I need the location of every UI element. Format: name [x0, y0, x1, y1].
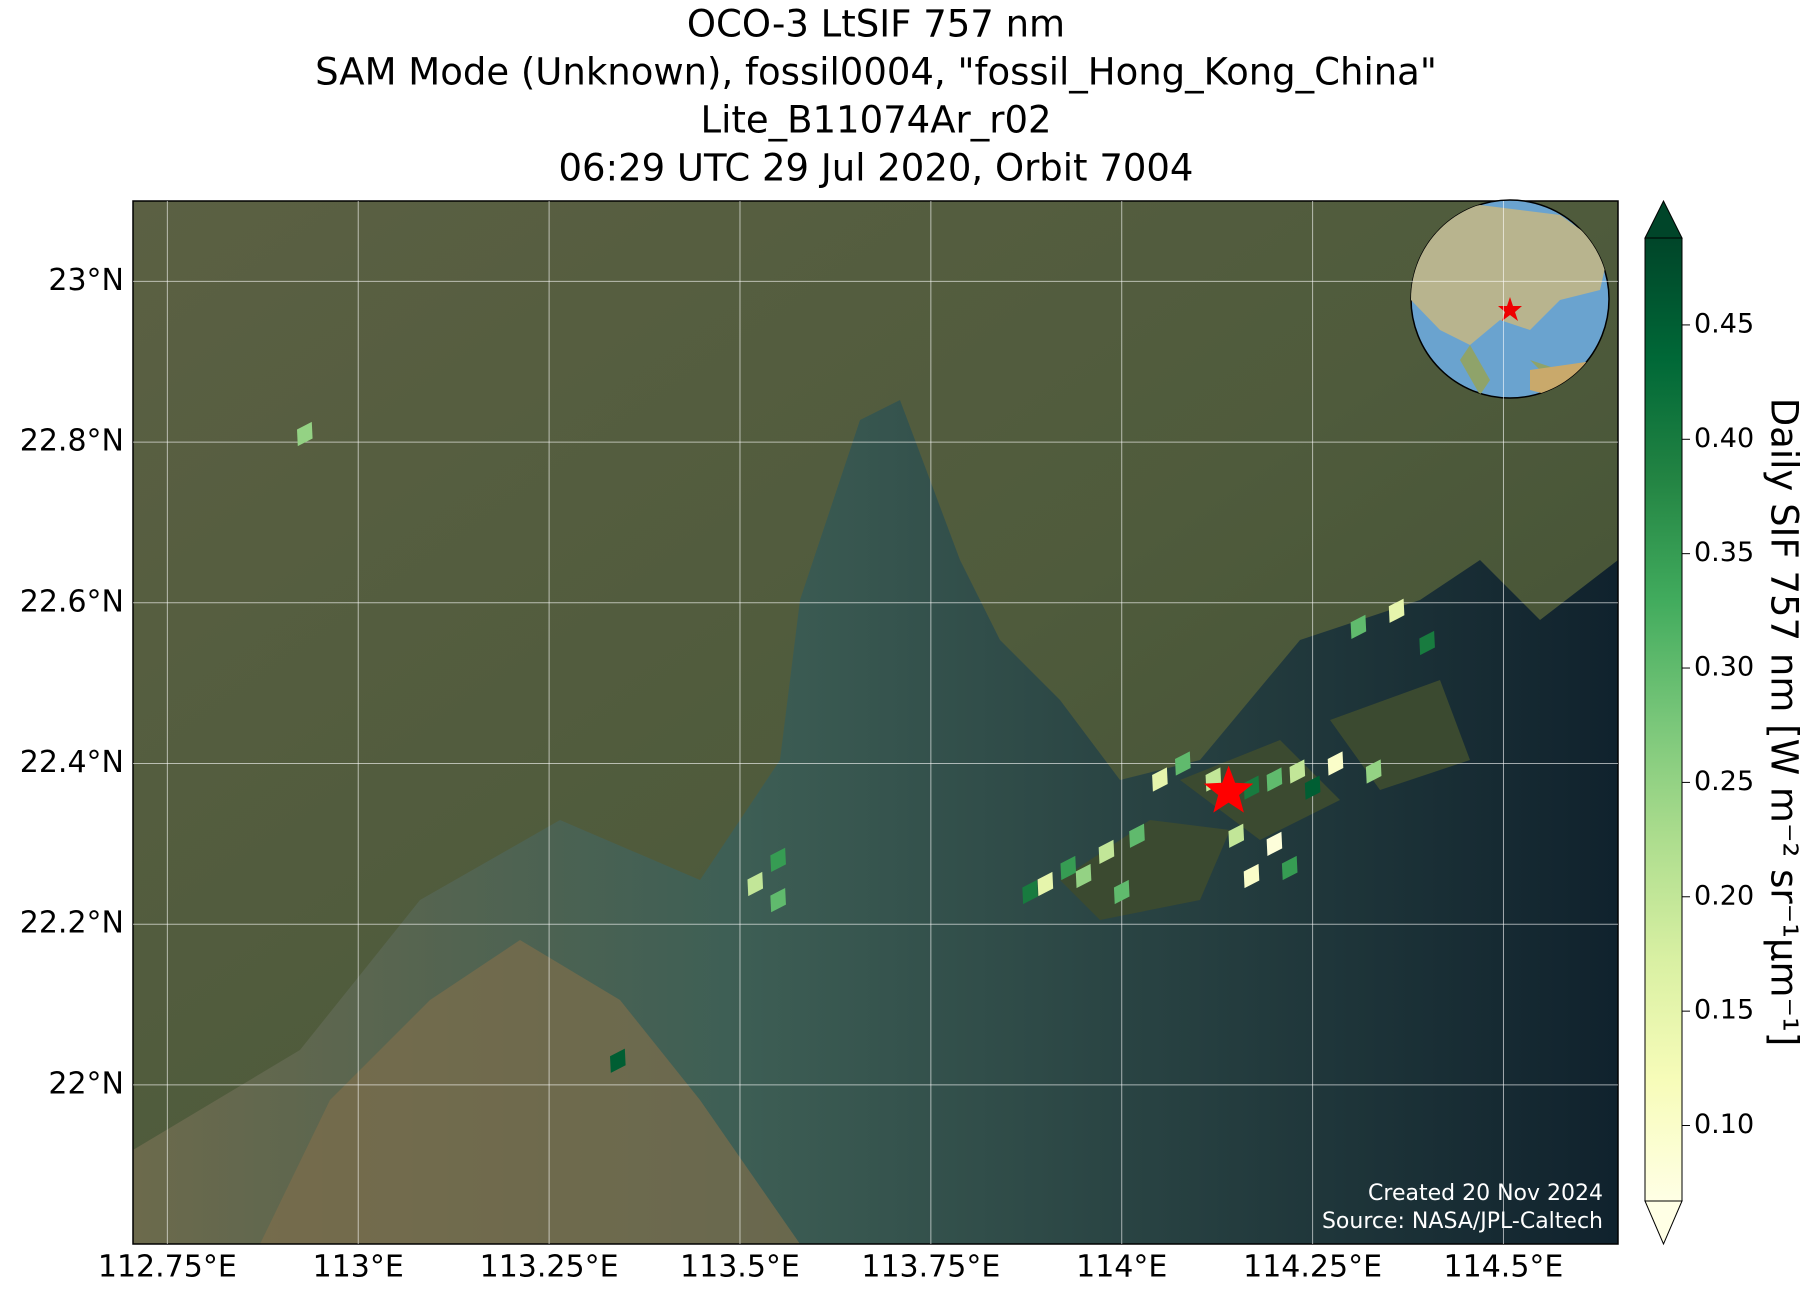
y-tick-label: 22°N [48, 1066, 124, 1101]
y-tick-label: 22.4°N [20, 745, 124, 780]
sounding [1388, 598, 1405, 623]
colorbar-frame [1644, 237, 1683, 1202]
colorbar-tick-label: 0.40 [1694, 423, 1754, 454]
x-tick-label: 113.5°E [680, 1250, 800, 1285]
sounding [296, 421, 313, 447]
sounding [1327, 751, 1344, 776]
colorbar-extend-min [1644, 1200, 1683, 1246]
sounding [1037, 871, 1054, 897]
y-tick-label: 22.2°N [20, 906, 124, 941]
inset-globe [1410, 199, 1610, 399]
credit-created: Created 20 Nov 2024 [1368, 1181, 1603, 1206]
x-tick-label: 113.75°E [861, 1250, 1000, 1285]
sounding [1365, 759, 1382, 784]
sounding [770, 847, 786, 873]
sounding [770, 887, 786, 913]
colorbar-label: Daily SIF 757 nm [W m⁻² sr⁻¹μm⁻¹] [1763, 398, 1806, 1047]
colorbar-tick-label: 0.15 [1694, 995, 1754, 1026]
credit-source: Source: NASA/JPL-Caltech [1322, 1209, 1603, 1234]
sounding [1266, 767, 1283, 792]
colorbar [1645, 238, 1682, 1201]
x-tick-label: 114.5°E [1444, 1250, 1564, 1285]
sounding [1419, 630, 1435, 656]
x-tick-label: 112.75°E [98, 1250, 237, 1285]
colorbar-extend-max [1644, 199, 1683, 239]
sounding [1228, 823, 1245, 848]
chart-title: SAM Mode (Unknown), fossil0004, "fossil_… [315, 51, 1437, 94]
map-frame [132, 200, 1619, 1245]
x-tick-label: 113.25°E [480, 1250, 619, 1285]
colorbar-tick-label: 0.30 [1694, 652, 1754, 683]
sounding [1304, 775, 1321, 800]
sounding [1098, 839, 1115, 864]
sounding [1281, 855, 1298, 881]
basemap [133, 201, 1618, 1244]
sounding [1113, 879, 1130, 905]
inset-marker [1498, 297, 1522, 321]
sounding [1022, 879, 1038, 905]
sounding [1243, 775, 1260, 800]
y-tick-label: 22.8°N [20, 424, 124, 459]
colorbar-tick-label: 0.25 [1694, 766, 1754, 797]
sounding [747, 871, 764, 897]
chart-title: 06:29 UTC 29 Jul 2020, Orbit 7004 [559, 147, 1194, 190]
sounding [1060, 855, 1077, 881]
sounding [1129, 823, 1145, 848]
y-tick-label: 23°N [48, 263, 124, 298]
sounding [1175, 751, 1191, 776]
colorbar-tick-label: 0.20 [1694, 880, 1754, 911]
x-tick-label: 114°E [1076, 1250, 1167, 1285]
sounding [1152, 767, 1168, 792]
colorbar-tick-label: 0.10 [1694, 1109, 1754, 1140]
x-tick-label: 113°E [313, 1250, 404, 1285]
sounding [1350, 614, 1367, 640]
sounding [1289, 759, 1306, 784]
sounding [1266, 831, 1283, 856]
x-tick-label: 114.25°E [1243, 1250, 1382, 1285]
chart-title: Lite_B11074Ar_r02 [700, 99, 1051, 142]
chart-title: OCO-3 LtSIF 757 nm [687, 3, 1065, 46]
sounding [610, 1048, 626, 1073]
sounding [1243, 863, 1260, 889]
sounding [1075, 863, 1092, 889]
target-marker [1203, 765, 1254, 813]
y-tick-label: 22.6°N [20, 584, 124, 619]
colorbar-tick-label: 0.45 [1694, 308, 1754, 339]
colorbar-tick-label: 0.35 [1694, 537, 1754, 568]
